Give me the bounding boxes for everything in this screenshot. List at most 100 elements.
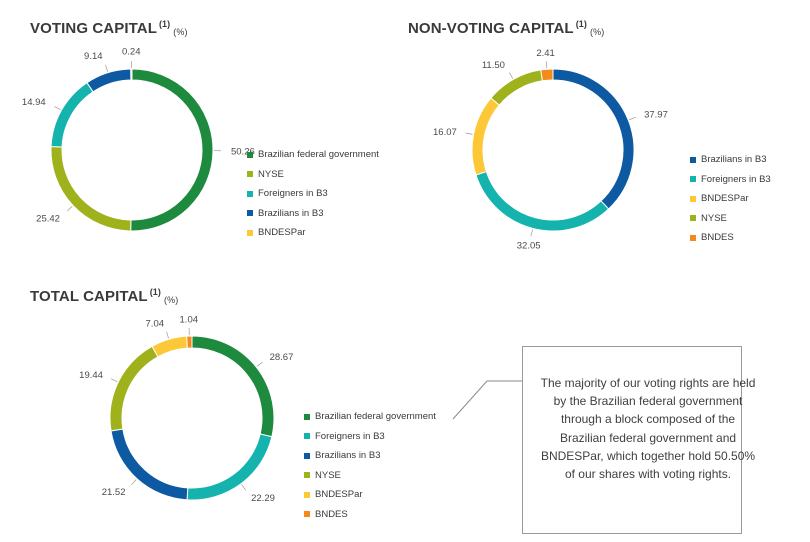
legend-label: Brazilians in B3 [258,207,324,219]
legend-swatch [247,190,253,197]
legend-swatch [247,229,253,236]
voting-leader-foreigners-in-b3 [54,106,61,111]
non-voting-leader-brazilians-in-b3 [629,116,636,121]
legend-label: Foreigners in B3 [258,188,328,200]
voting-value-label-bndespar: 0.24 [122,47,141,58]
legend-label: BNDESPar [258,227,306,239]
voting-slice-bndespar [130,68,133,81]
voting-value-label-nyse: 25.42 [36,213,60,224]
voting-capital-legend: Brazilian federal government NYSE Foreigne… [247,145,379,243]
voting-capital-footnote: (1) [158,19,171,29]
legend-label: Foreigners in B3 [701,173,771,185]
total-legend-item-bndespar: BNDESPar [304,485,436,505]
voting-capital-title-text: VOTING CAPITAL [30,20,157,37]
non-voting-slice-bndes [540,68,554,82]
voting-legend-item-bndespar: BNDESPar [247,223,379,243]
callout-box [522,346,742,534]
legend-label: Brazilian federal government [258,149,379,161]
non-voting-leader-foreigners-in-b3 [530,229,533,237]
total-leader-brazilian-federal-government [256,361,263,367]
total-leader-nyse [110,378,118,383]
non-voting-value-label-brazilians-in-b3: 37.97 [644,109,668,120]
legend-swatch [304,511,310,518]
total-leader-foreigners-in-b3 [241,484,247,491]
non-voting-leader-bndes [545,61,548,69]
legend-swatch [247,210,253,217]
total-value-label-brazilians-in-b3: 21.52 [102,487,126,498]
non-voting-leader-nyse [509,72,514,79]
non-voting-capital-title: NON-VOTING CAPITAL (1)(%) [408,19,604,37]
callout-text: The majority of our voting rights are he… [540,376,756,482]
non-voting-value-label-bndes: 2.41 [536,48,555,59]
total-leader-brazilians-in-b3 [131,479,137,485]
total-capital-footnote: (1) [149,287,161,297]
non-voting-legend-item-bndes: BNDES [690,228,771,248]
voting-leader-brazilians-in-b3 [105,64,108,72]
legend-label: BNDES [315,508,348,520]
legend-label: NYSE [315,469,341,481]
legend-label: BNDESPar [701,193,749,205]
total-legend-item-foreigners-in-b3: Foreigners in B3 [304,427,436,447]
legend-label: BNDESPar [315,489,363,501]
legend-label: Brazilians in B3 [701,154,767,166]
legend-swatch [690,234,696,241]
legend-label: Brazilian federal government [315,411,436,423]
non-voting-capital-legend: Brazilians in B3 Foreigners in B3 BNDESPar… [690,150,771,248]
total-value-label-foreigners-in-b3: 22.29 [251,493,275,504]
legend-swatch [690,176,696,183]
legend-label: NYSE [258,168,284,180]
legend-swatch [247,171,253,178]
non-voting-value-label-foreigners-in-b3: 32.05 [517,240,541,251]
legend-label: BNDES [701,232,734,244]
legend-swatch [304,452,310,459]
total-capital-legend: Brazilian federal government Foreigners i… [304,407,436,524]
voting-capital-title: VOTING CAPITAL (1)(%) [30,19,188,37]
legend-swatch [247,151,253,158]
total-leader-bndespar [166,331,169,339]
legend-swatch [690,195,696,202]
total-capital-title: TOTAL CAPITAL (1)(%) [30,287,178,305]
legend-swatch [304,491,310,498]
non-voting-value-label-bndespar: 16.07 [433,127,457,138]
total-legend-item-bndes: BNDES [304,505,436,525]
non-voting-capital-footnote: (1) [575,19,587,29]
total-capital-title-text: TOTAL CAPITAL [30,288,148,305]
non-voting-value-label-nyse: 11.50 [482,60,505,71]
non-voting-legend-item-brazilians-in-b3: Brazilians in B3 [690,150,771,170]
total-slice-bndes [186,335,193,349]
legend-swatch [304,472,310,479]
total-capital-unit: (%) [164,295,179,305]
total-capital-donut: 28.67 22.29 21.52 19.44 7.04 1.04 [79,315,294,504]
non-voting-legend-item-nyse: NYSE [690,209,771,229]
voting-capital-donut: 50.26 25.42 14.94 9.14 0.24 [22,47,255,232]
voting-capital-unit: (%) [173,27,188,37]
legend-label: NYSE [701,212,727,224]
voting-legend-item-brazilians-in-b3: Brazilians in B3 [247,204,379,224]
legend-label: Foreigners in B3 [315,430,385,442]
non-voting-legend-item-foreigners-in-b3: Foreigners in B3 [690,170,771,190]
voting-value-label-brazilian-federal-government: 50.26 [231,146,255,157]
non-voting-legend-item-bndespar: BNDESPar [690,189,771,209]
legend-label: Brazilians in B3 [315,450,381,462]
legend-swatch [690,215,696,222]
voting-legend-item-brazilian-federal-government: Brazilian federal government [247,145,379,165]
legend-swatch [304,413,310,420]
total-value-label-bndespar: 7.04 [146,319,165,330]
non-voting-capital-title-text: NON-VOTING CAPITAL [408,20,574,37]
non-voting-leader-bndespar [465,132,473,135]
total-value-label-nyse: 19.44 [79,370,103,381]
total-value-label-bndes: 1.04 [180,315,199,326]
voting-legend-item-foreigners-in-b3: Foreigners in B3 [247,184,379,204]
voting-value-label-brazilians-in-b3: 9.14 [84,51,103,62]
voting-value-label-foreigners-in-b3: 14.94 [22,97,46,108]
total-legend-item-brazilian-federal-government: Brazilian federal government [304,407,436,427]
total-legend-item-nyse: NYSE [304,466,436,486]
legend-swatch [304,433,310,440]
voting-legend-item-nyse: NYSE [247,165,379,185]
legend-swatch [690,156,696,163]
total-legend-item-brazilians-in-b3: Brazilians in B3 [304,446,436,466]
total-value-label-brazilian-federal-government: 28.67 [270,352,294,363]
non-voting-capital-donut: 37.97 32.05 16.07 11.50 2.41 [433,48,668,252]
voting-leader-nyse [66,205,73,212]
